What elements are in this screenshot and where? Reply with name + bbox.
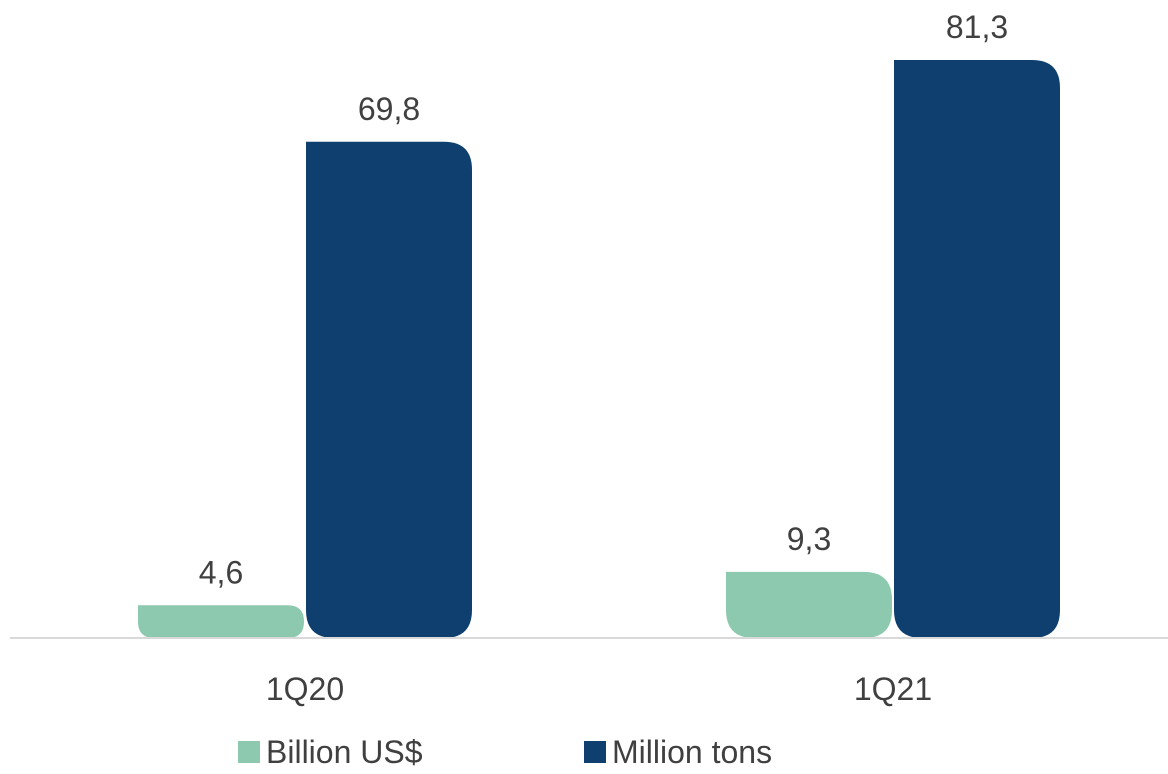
legend-swatch-billion-usd [238,741,260,763]
x-tick-label-1q20: 1Q20 [266,671,344,707]
data-label-million-tons-1q21: 81,3 [946,9,1008,45]
x-tick-label-1q21: 1Q21 [854,671,932,707]
legend-label-billion-usd: Billion US$ [266,733,423,770]
data-label-billion-us-1q21: 9,3 [787,521,831,557]
bar-million-tons-1q20 [306,141,472,638]
data-labels-group: 4,6 69,8 9,3 81,3 [199,9,1008,590]
bars-group [138,60,1060,638]
bar-billion-us-1q21 [726,571,892,638]
legend-item-billion-usd: Billion US$ [238,732,423,772]
legend-label-million-tons: Million tons [612,733,773,770]
data-label-million-tons-1q20: 69,8 [358,91,420,127]
legend-item-million-tons: Million tons [584,732,772,772]
legend-swatch-million-tons [584,741,606,763]
x-tick-labels-group: 1Q20 1Q21 [266,671,932,707]
legend: Billion US$ Million tons [0,728,1168,774]
data-label-billion-us-1q20: 4,6 [199,554,243,590]
bar-million-tons-1q21 [894,60,1060,638]
bar-billion-us-1q20 [138,605,304,638]
